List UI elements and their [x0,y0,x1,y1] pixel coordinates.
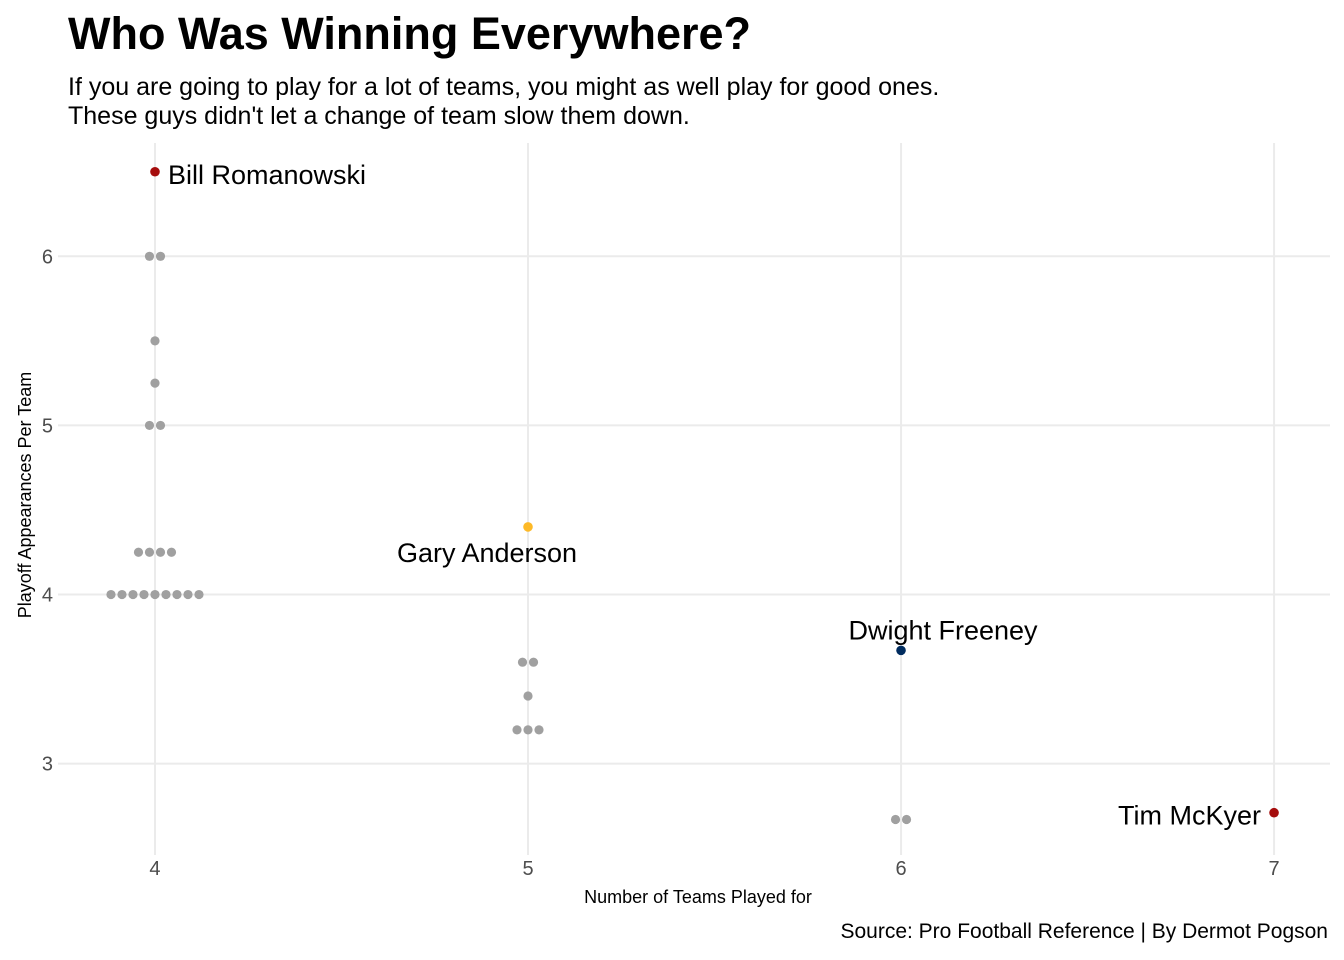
data-point [534,725,544,735]
data-point [183,589,193,600]
data-point [901,814,912,825]
chart-subtitle: If you are going to play for a lot of te… [68,73,939,131]
data-point [144,547,155,557]
subtitle-line-2: These guys didn't let a change of team s… [68,102,690,130]
x-tick-label: 4 [149,858,160,880]
highlighted-points: Bill Romanowski Gary Anderson Dwight Freen… [150,160,1279,831]
chart-title: Who Was Winning Everywhere? [68,8,751,59]
chart-caption: Source: Pro Football Reference | By Derm… [840,920,1328,943]
data-points [106,251,912,825]
data-point [528,657,539,667]
data-point [155,547,166,557]
highlighted-point [523,522,533,532]
data-point [128,589,138,600]
data-point [133,547,144,557]
y-tick-label: 6 [42,246,53,268]
data-point [139,589,149,600]
data-point [150,336,160,346]
data-point [106,589,116,600]
data-point [155,251,166,261]
data-point [144,251,155,261]
highlighted-point [1269,807,1279,818]
data-point [194,589,204,600]
highlighted-point [150,166,160,177]
subtitle-line-1: If you are going to play for a lot of te… [68,73,940,101]
x-tick-label: 6 [895,858,906,880]
y-axis-tick-labels: 3 4 5 6 [42,246,53,775]
data-point [517,657,528,667]
data-point [144,420,155,431]
grid-lines [58,143,1330,855]
x-tick-label: 5 [522,858,533,880]
data-point [117,589,127,600]
highlighted-point [896,645,906,656]
x-axis-title: Number of Teams Played for [584,887,812,907]
y-tick-label: 3 [42,754,53,776]
data-point [523,691,533,701]
data-point [166,547,177,557]
y-axis-title: Playoff Appearances Per Team [15,372,35,619]
point-label: Gary Anderson [397,538,577,568]
data-point [155,420,166,431]
y-tick-label: 5 [42,415,53,437]
point-label: Bill Romanowski [168,160,366,190]
data-point [890,814,901,825]
data-point [161,589,171,600]
x-tick-label: 7 [1268,858,1279,880]
data-point [512,725,522,735]
x-axis-tick-labels: 4 5 6 7 [149,858,1279,880]
data-point [523,725,533,735]
y-tick-label: 4 [42,585,53,607]
point-label: Tim McKyer [1118,801,1261,831]
data-point [150,378,160,388]
point-label: Dwight Freeney [848,615,1038,645]
data-point [150,589,160,600]
data-point [172,589,182,600]
